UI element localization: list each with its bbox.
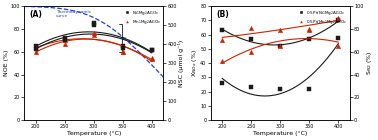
Point [306,38,312,40]
Text: (B): (B) [216,10,229,19]
Point [120,51,126,53]
Point [335,45,341,47]
Point [62,39,68,42]
Point [149,56,155,59]
X-axis label: Temperature (°C): Temperature (°C) [253,131,307,136]
Point [91,22,97,24]
Point [219,60,225,62]
Point [335,37,341,39]
Point [91,24,97,26]
Point [91,32,97,34]
Y-axis label: NOE (%): NOE (%) [4,50,9,76]
Point [306,28,312,30]
Point [335,17,341,19]
Point [91,34,97,36]
Point [33,45,39,47]
Point [120,51,126,53]
Point [219,29,225,32]
Point [277,88,283,91]
Point [248,26,254,29]
Point [62,39,68,42]
Point [149,58,155,60]
Point [62,43,68,45]
Point [248,86,254,88]
Point [277,45,283,47]
Legend: 0.5Pt/Ni$_1$Mg$_2$Al$_1$O$_x$, 0.5Pt/Mn$_1$Mg$_2$Al$_1$O$_x$: 0.5Pt/Ni$_1$Mg$_2$Al$_1$O$_x$, 0.5Pt/Mn$… [296,8,348,26]
Point [335,19,341,22]
Y-axis label: X$_{NOx}$ (%): X$_{NOx}$ (%) [190,49,199,77]
Point [306,29,312,32]
Point [33,47,39,50]
Text: Thermodynamic
curve: Thermodynamic curve [56,10,91,18]
X-axis label: Temperature (°C): Temperature (°C) [67,131,121,136]
Point [306,88,312,91]
Point [62,37,68,39]
Point [120,45,126,47]
Point [248,38,254,40]
Point [120,47,126,49]
Point [33,48,39,50]
Y-axis label: S$_{N2}$ (%): S$_{N2}$ (%) [365,51,374,75]
Point [277,29,283,32]
Legend: Ni$_1$Mg$_2$Al$_1$O$_x$, Mn$_1$Mg$_2$Al$_1$O$_x$: Ni$_1$Mg$_2$Al$_1$O$_x$, Mn$_1$Mg$_2$Al$… [122,8,161,26]
Point [149,48,155,51]
Point [219,81,225,84]
Point [149,49,155,51]
Point [33,51,39,53]
Point [277,45,283,47]
Point [248,51,254,53]
Text: (A): (A) [29,10,43,19]
Y-axis label: NSC (μmol g⁻¹): NSC (μmol g⁻¹) [178,40,184,87]
Point [219,39,225,42]
